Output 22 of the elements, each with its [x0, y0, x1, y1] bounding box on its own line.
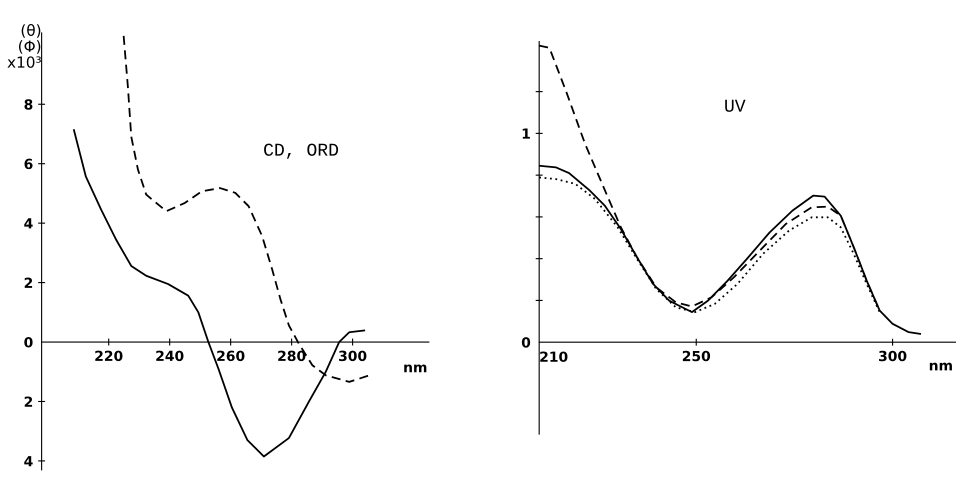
- x-tick-label: 280: [278, 350, 306, 362]
- x-tick-label: 260: [217, 350, 244, 362]
- y-tick-label: 4: [24, 218, 33, 228]
- y-axis-title: (θ) (Φ) x10³: [7, 24, 41, 68]
- x-axis-title: nm: [930, 362, 952, 370]
- text: UV: [725, 100, 746, 112]
- x-axis-title: nm: [404, 364, 426, 372]
- y-tick-label: 6: [24, 158, 33, 170]
- x-tick-label: 220: [95, 350, 123, 362]
- x-tick-label: 300: [879, 350, 906, 362]
- y-tick-label: 2: [24, 278, 32, 288]
- y-tick-label: 0: [24, 337, 33, 348]
- text: CD, ORD: [264, 144, 338, 159]
- y-tick-label: 2: [24, 396, 32, 407]
- y-tick-label: 8: [24, 99, 32, 110]
- y-tick-label: 4: [24, 456, 33, 466]
- y-tick-label: 0: [522, 337, 530, 348]
- y-tick-label: 1: [522, 128, 530, 139]
- x-tick-label: 210: [540, 351, 568, 362]
- x-tick-label: 250: [682, 350, 710, 362]
- x-tick-label: 300: [339, 350, 366, 362]
- x-tick-label: 240: [156, 350, 184, 362]
